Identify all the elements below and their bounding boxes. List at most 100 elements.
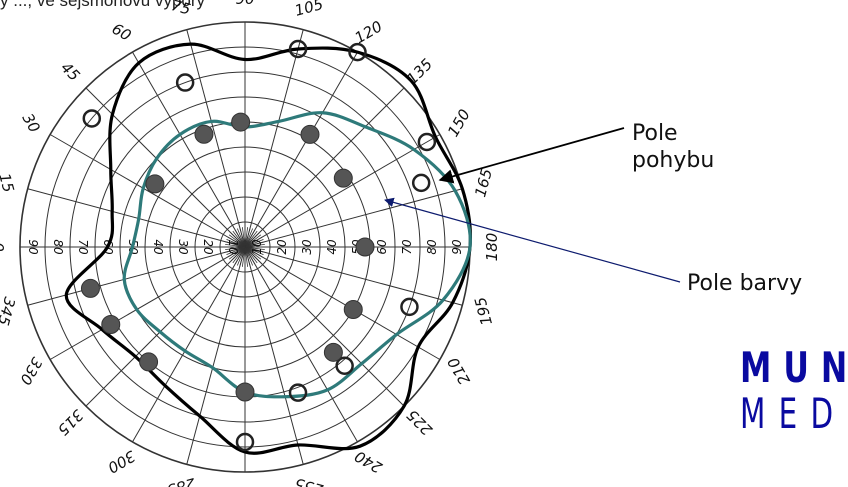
grid-center-spoke (244, 246, 265, 253)
radial-tick-label: 40 (325, 239, 339, 255)
grid-center-spoke (230, 246, 246, 262)
grid-spoke (244, 29, 304, 248)
grid-spoke (49, 246, 246, 360)
radial-tick-label: 20 (201, 239, 215, 255)
color-marker (235, 382, 255, 402)
color-marker (194, 124, 214, 144)
motion-marker (348, 42, 367, 62)
logo-line2: MED (740, 389, 847, 438)
grid-spoke (244, 246, 405, 407)
grid-center-spoke (225, 241, 246, 248)
angle-label: 0 (0, 242, 7, 252)
angle-label: 75 (170, 0, 193, 19)
grid-center-spoke (244, 236, 263, 248)
color-marker (323, 342, 343, 362)
grid-center-spoke (236, 228, 246, 248)
grid-spoke (85, 246, 246, 407)
color-marker (355, 237, 375, 257)
grid-center-spoke (228, 246, 246, 260)
grid-center-spoke (226, 238, 246, 248)
motion-marker (175, 73, 195, 92)
logo-line1: MUNI (740, 343, 848, 392)
grid-center-spoke (244, 227, 249, 248)
grid-spoke (244, 134, 441, 248)
grid-spoke (49, 134, 246, 248)
grid-center-spoke (244, 243, 265, 248)
grid-spoke (132, 246, 246, 443)
color-marker (101, 315, 121, 334)
color-marker (343, 300, 363, 319)
header-cut-text: y ..., ve sejsmonovu vypory (0, 0, 206, 10)
angle-label: 345 (0, 295, 19, 327)
grid-center-spoke (244, 229, 256, 248)
angle-label: 255 (293, 474, 325, 487)
grid-spoke (244, 87, 405, 248)
grid-spoke (244, 246, 463, 306)
grid-spoke (27, 246, 246, 306)
radial-tick-label: 20 (275, 239, 289, 255)
motion-label-line1: Pole (632, 121, 678, 146)
grid-spoke (132, 51, 246, 248)
motion-field-label: Pole pohybu (632, 120, 714, 174)
angle-label: 30 (19, 110, 44, 136)
angle-label: 120 (352, 17, 386, 47)
grid-center-spoke (244, 246, 249, 267)
grid-center-spoke (241, 227, 246, 248)
color-marker (333, 168, 353, 188)
angle-label: 165 (471, 167, 496, 199)
radial-tick-label: 90 (450, 239, 464, 255)
angle-label: 195 (471, 295, 496, 327)
angle-label: 240 (352, 447, 386, 477)
angle-label: 15 (0, 171, 18, 194)
grid-center-spoke (244, 241, 265, 248)
motion-label-arrow (438, 127, 625, 184)
grid-center-spoke (244, 246, 260, 262)
color-marker (139, 352, 159, 372)
grid-spoke (244, 188, 463, 248)
radial-tick-label: 70 (76, 239, 90, 255)
radial-tick-label: 30 (300, 239, 314, 255)
grid-center-spoke (244, 246, 254, 266)
radial-tick-label: 30 (176, 239, 190, 255)
angle-label: 150 (444, 106, 474, 140)
motion-marker (417, 132, 437, 152)
color-label-arrow (384, 197, 681, 283)
grid-center-spoke (241, 246, 246, 267)
motion-marker (400, 297, 419, 317)
grid-center-spoke (234, 246, 246, 265)
grid-center-spoke (227, 246, 246, 258)
motion-marker (288, 383, 308, 402)
radial-tick-label: 80 (425, 239, 439, 255)
grid-center-spoke (244, 246, 263, 258)
radial-tick-label: 80 (51, 239, 65, 255)
color-marker (300, 124, 320, 144)
grid-center-spoke (244, 228, 254, 248)
grid-center-spoke (244, 246, 251, 267)
color-field-curve (122, 111, 472, 399)
angle-label: 315 (54, 406, 87, 439)
angle-label: 60 (109, 20, 135, 45)
grid-spoke (186, 29, 246, 248)
radial-tick-label: 10 (250, 239, 264, 255)
grid-center-spoke (244, 246, 258, 264)
grid-center-spoke (225, 243, 246, 248)
radial-tick-label: 70 (400, 239, 414, 255)
angle-label: 285 (165, 474, 197, 487)
grid-center-spoke (227, 236, 246, 248)
grid-center-spoke (225, 246, 246, 251)
grid-center-spoke (244, 234, 262, 248)
grid-spoke (186, 246, 246, 465)
angle-label: 45 (57, 59, 83, 85)
angle-label: 225 (403, 406, 436, 439)
grid-center-spoke (228, 234, 246, 248)
angle-label: 330 (16, 354, 46, 388)
grid-spoke (244, 246, 304, 465)
grid-spoke (244, 246, 441, 360)
grid-spoke (27, 188, 246, 248)
grid-center-spoke (244, 230, 258, 248)
radial-tick-label: 40 (151, 239, 165, 255)
grid-center-spoke (225, 246, 246, 253)
color-marker (231, 112, 251, 132)
grid-center-spoke (244, 246, 265, 251)
